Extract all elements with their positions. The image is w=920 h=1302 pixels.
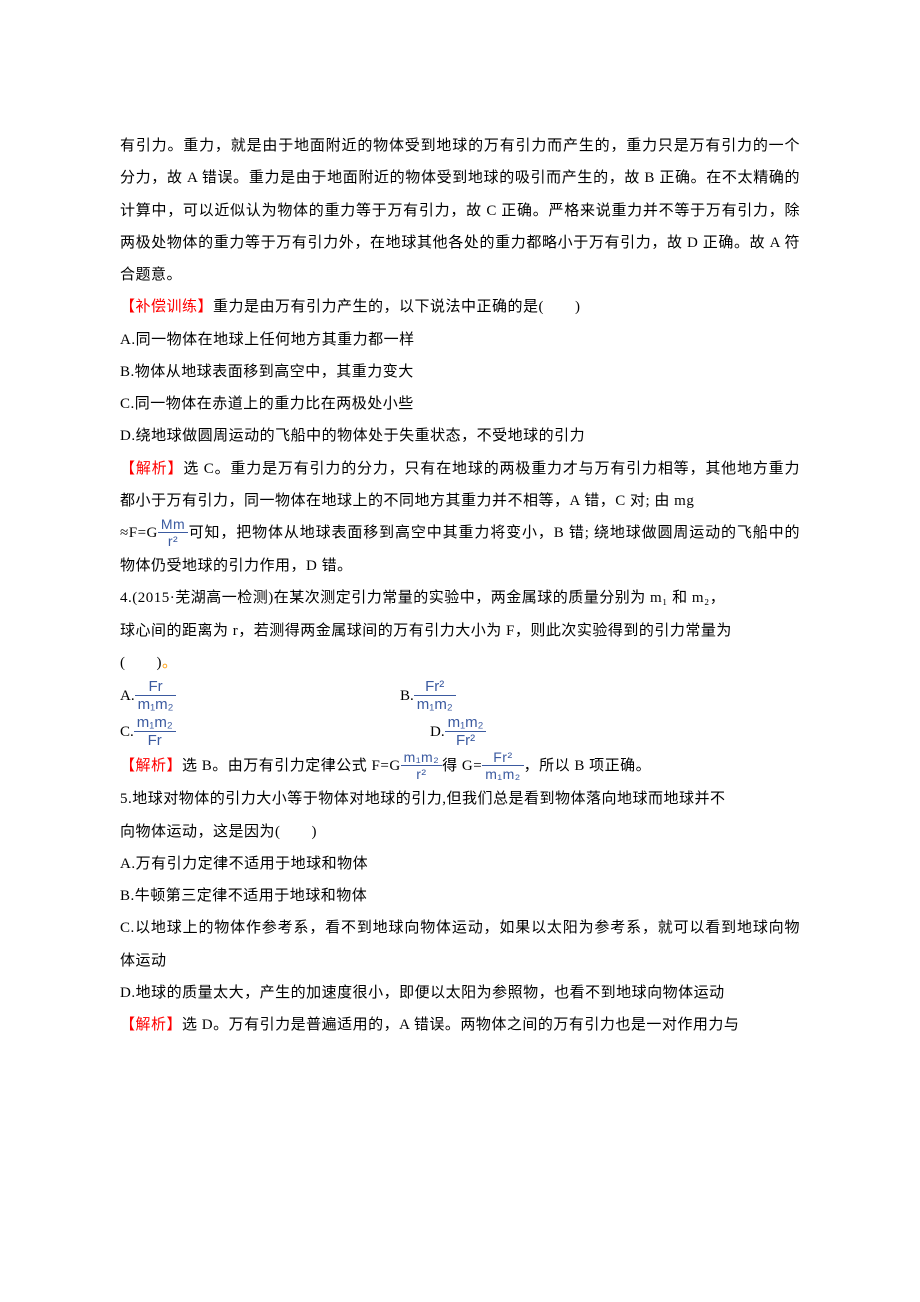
- fraction-c: m₁m₂Fr: [134, 714, 176, 750]
- supp-option-a: A.同一物体在地球上任何地方其重力都一样: [120, 324, 800, 356]
- q5-option-c: C.以地球上的物体作参考系，看不到地球向物体运动，如果以太阳为参考系，就可以看到…: [120, 912, 800, 977]
- q5-option-a: A.万有引力定律不适用于地球和物体: [120, 848, 800, 880]
- supp-label: 【补偿训练】: [120, 299, 213, 315]
- q5-analysis-text: 选 D。万有引力是普遍适用的，A 错误。两物体之间的万有引力也是一对作用力与: [182, 1017, 739, 1033]
- q4-option-c: C.m₁m₂Fr: [120, 715, 430, 751]
- supp-analysis: 【解析】选 C。重力是万有引力的分力，只有在地球的两极重力才与万有引力相等，其他…: [120, 453, 800, 518]
- q4-stem-1: 4.(2015·芜湖高一检测)在某次测定引力常量的实验中，两金属球的质量分别为 …: [120, 582, 800, 614]
- q4-options-row1: A.Frm₁m₂ B.Fr²m₁m₂: [120, 679, 800, 715]
- q4-option-b: B.Fr²m₁m₂: [400, 679, 800, 715]
- supp-analysis-label: 【解析】: [120, 461, 183, 477]
- q4-analysis-label: 【解析】: [120, 758, 182, 774]
- supp-stem-text: 重力是由万有引力产生的，以下说法中正确的是( ): [213, 299, 581, 315]
- q4-d-prefix: D.: [430, 724, 445, 740]
- supp-option-b: B.物体从地球表面移到高空中，其重力变大: [120, 356, 800, 388]
- fraction-f2: Fr²m₁m₂: [482, 749, 523, 782]
- q5-analysis: 【解析】选 D。万有引力是普遍适用的，A 错误。两物体之间的万有引力也是一对作用…: [120, 1009, 800, 1041]
- fraction-mm-r2: Mmr²: [158, 516, 188, 549]
- q5-option-b: B.牛顿第三定律不适用于地球和物体: [120, 880, 800, 912]
- q4-option-d: D.m₁m₂Fr²: [430, 715, 800, 751]
- q5-analysis-label: 【解析】: [120, 1017, 182, 1033]
- supp-stem: 【补偿训练】重力是由万有引力产生的，以下说法中正确的是( ): [120, 291, 800, 323]
- supp-analysis-post: 可知，把物体从地球表面移到高空中其重力将变小，B 错; 绕地球做圆周运动的飞船中…: [120, 525, 800, 574]
- q4-paren-text: ( ): [120, 655, 162, 671]
- q4-c-prefix: C.: [120, 724, 134, 740]
- supp-option-c: C.同一物体在赤道上的重力比在两极处小些: [120, 388, 800, 420]
- q4-analysis-pre: 选 B。由万有引力定律公式 F=G: [182, 758, 401, 774]
- supp-option-d: D.绕地球做圆周运动的飞船中的物体处于失重状态，不受地球的引力: [120, 420, 800, 452]
- q4-analysis-mid: 得 G=: [442, 758, 482, 774]
- supp-approx: ≈F=G: [120, 525, 158, 541]
- fraction-f1: m₁m₂r²: [401, 749, 442, 782]
- q4-b-prefix: B.: [400, 688, 414, 704]
- q5-stem-1: 5.地球对物体的引力大小等于物体对地球的引力,但我们总是看到物体落向地球而地球并…: [120, 783, 800, 815]
- q5-option-d: D.地球的质量太大，产生的加速度很小，即便以太阳为参照物，也看不到地球向物体运动: [120, 977, 800, 1009]
- supp-analysis-line2: ≈F=GMmr²可知，把物体从地球表面移到高空中其重力将变小，B 错; 绕地球做…: [120, 517, 800, 582]
- intro-paragraph: 有引力。重力，就是由于地面附近的物体受到地球的万有引力而产生的，重力只是万有引力…: [120, 130, 800, 291]
- fraction-b: Fr²m₁m₂: [414, 678, 456, 714]
- q4-option-a: A.Frm₁m₂: [120, 679, 400, 715]
- supp-analysis-pre: 选 C。重力是万有引力的分力，只有在地球的两极重力才与万有引力相等，其他地方重力…: [120, 461, 800, 509]
- fraction-d: m₁m₂Fr²: [445, 714, 487, 750]
- q5-stem-2: 向物体运动，这是因为( ): [120, 816, 800, 848]
- q4-options-row2: C.m₁m₂Fr D.m₁m₂Fr²: [120, 715, 800, 751]
- q4-analysis-post: ，所以 B 项正确。: [524, 758, 652, 774]
- fraction-a: Frm₁m₂: [135, 678, 177, 714]
- q4-dot: 。: [162, 655, 178, 671]
- q4-analysis: 【解析】选 B。由万有引力定律公式 F=Gm₁m₂r²得 G=Fr²m₁m₂，所…: [120, 750, 800, 783]
- q4-a-prefix: A.: [120, 688, 135, 704]
- q4-stem-2: 球心间的距离为 r，若测得两金属球间的万有引力大小为 F，则此次实验得到的引力常…: [120, 615, 800, 647]
- q4-paren: ( )。: [120, 647, 800, 679]
